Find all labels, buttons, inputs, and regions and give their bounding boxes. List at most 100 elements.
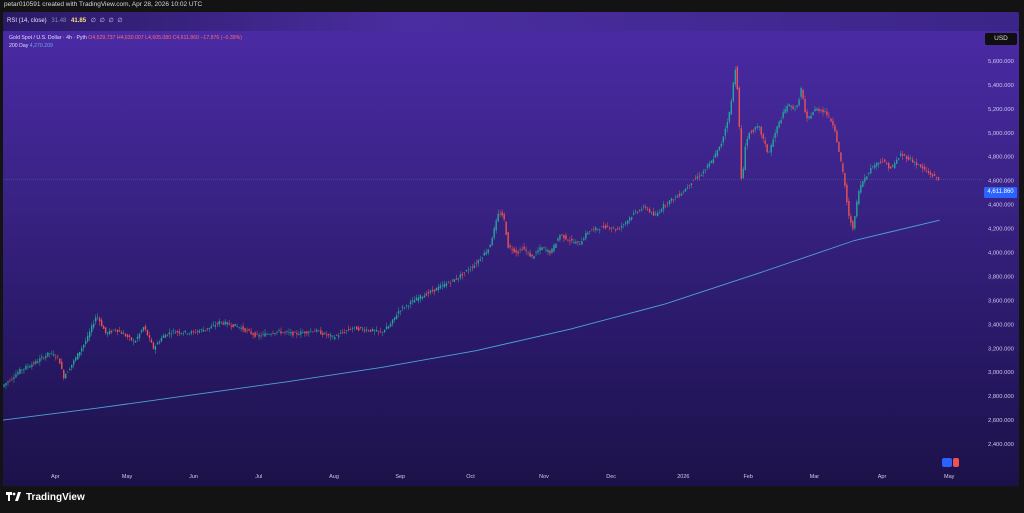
candle-body bbox=[348, 329, 350, 330]
currency-button[interactable]: USD bbox=[985, 33, 1017, 45]
x-tick-label: Apr bbox=[878, 474, 887, 480]
candle-body bbox=[88, 331, 91, 338]
candle-body bbox=[79, 351, 81, 356]
candle-body bbox=[557, 238, 559, 241]
candle-body bbox=[702, 171, 705, 174]
candle-body bbox=[180, 332, 183, 334]
candle-body bbox=[854, 216, 856, 229]
candle-body bbox=[120, 332, 123, 334]
candle-body bbox=[754, 127, 756, 130]
candle-body bbox=[539, 247, 541, 251]
price-chart-svg[interactable]: 2,400.000 2,600.000 2,800.000 3,000.000 3,20… bbox=[3, 31, 1019, 486]
candle-body bbox=[186, 333, 189, 335]
candle-body bbox=[748, 132, 750, 139]
candle-body bbox=[389, 323, 392, 327]
candle-body bbox=[447, 282, 450, 283]
candle-body bbox=[385, 326, 388, 330]
candle-body bbox=[268, 334, 270, 335]
candle-body bbox=[844, 173, 846, 186]
candle-body bbox=[51, 352, 53, 354]
candle-body bbox=[858, 190, 860, 205]
candle-body bbox=[662, 203, 665, 210]
candle-body bbox=[716, 150, 719, 156]
candle-body bbox=[27, 366, 29, 368]
candle-body bbox=[481, 257, 483, 259]
candle-body bbox=[262, 333, 264, 335]
candle-body bbox=[718, 146, 721, 150]
candle-body bbox=[124, 334, 127, 337]
candle-body bbox=[25, 365, 27, 370]
candle-body bbox=[178, 331, 181, 334]
candle-body bbox=[625, 222, 627, 224]
candle-body bbox=[134, 341, 137, 343]
candle-body bbox=[640, 209, 643, 211]
candle-body bbox=[122, 333, 125, 335]
candle-body bbox=[935, 177, 938, 178]
candle-body bbox=[503, 214, 505, 220]
candle-body bbox=[324, 332, 326, 334]
candle-body bbox=[937, 177, 940, 180]
candle-body bbox=[832, 121, 834, 126]
candle-body bbox=[330, 335, 332, 337]
candle-body bbox=[712, 159, 715, 163]
candle-body bbox=[234, 324, 236, 327]
candle-body bbox=[535, 252, 537, 254]
candle-body bbox=[656, 212, 659, 216]
candle-body bbox=[523, 246, 525, 250]
candle-body bbox=[184, 330, 187, 333]
candle-body bbox=[682, 191, 685, 193]
candle-body bbox=[449, 283, 452, 284]
candle-body bbox=[471, 267, 473, 268]
candle-body bbox=[413, 300, 416, 303]
candle-body bbox=[634, 211, 637, 213]
candle-body bbox=[260, 335, 262, 337]
event-marker-icon[interactable] bbox=[953, 458, 959, 467]
candle-body bbox=[579, 244, 581, 245]
candle-body bbox=[591, 229, 593, 231]
candle-body bbox=[300, 331, 302, 335]
candle-body bbox=[609, 227, 611, 229]
candle-body bbox=[762, 134, 764, 139]
candle-body bbox=[49, 353, 51, 355]
candle-body bbox=[599, 229, 601, 231]
candle-body bbox=[332, 335, 334, 337]
candle-body bbox=[53, 354, 55, 356]
candle-body bbox=[491, 237, 493, 246]
candle-body bbox=[461, 273, 464, 276]
candle-body bbox=[621, 225, 623, 228]
rsi-panel[interactable] bbox=[3, 12, 1019, 31]
top-watermark-bar: petar010591 created with TradingView.com… bbox=[0, 0, 1024, 12]
candle-body bbox=[774, 132, 776, 138]
candle-body bbox=[692, 180, 695, 181]
candle-body bbox=[553, 244, 555, 252]
x-tick-label: Apr bbox=[51, 474, 60, 480]
candle-body bbox=[894, 163, 896, 169]
candle-body bbox=[529, 252, 531, 257]
candle-body bbox=[375, 330, 378, 332]
candle-body bbox=[784, 109, 786, 114]
candle-body bbox=[644, 206, 647, 209]
price-chart-area[interactable]: 2,400.000 2,600.000 2,800.000 3,000.000 3,20… bbox=[3, 31, 1019, 486]
candle-body bbox=[850, 216, 852, 223]
candle-body bbox=[254, 332, 256, 337]
candle-body bbox=[312, 331, 314, 333]
candle-body bbox=[37, 361, 39, 363]
candle-body bbox=[258, 335, 260, 337]
y-tick-label: 3,200.000 bbox=[988, 346, 1014, 352]
y-tick-label: 2,600.000 bbox=[988, 418, 1014, 424]
candle-body bbox=[708, 163, 711, 167]
candle-body bbox=[561, 234, 563, 236]
candle-body bbox=[455, 278, 458, 280]
candle-body bbox=[90, 325, 93, 333]
candle-body bbox=[296, 332, 298, 335]
candle-body bbox=[899, 153, 902, 156]
candle-body bbox=[575, 241, 577, 244]
candle-body bbox=[672, 199, 675, 201]
candle-body bbox=[214, 325, 216, 327]
x-tick-label: Jun bbox=[189, 474, 198, 480]
candle-body bbox=[630, 217, 633, 220]
candle-body bbox=[415, 297, 418, 301]
candle-body bbox=[284, 331, 286, 333]
candle-body bbox=[292, 331, 294, 336]
scroll-to-realtime-icon[interactable] bbox=[942, 458, 952, 467]
